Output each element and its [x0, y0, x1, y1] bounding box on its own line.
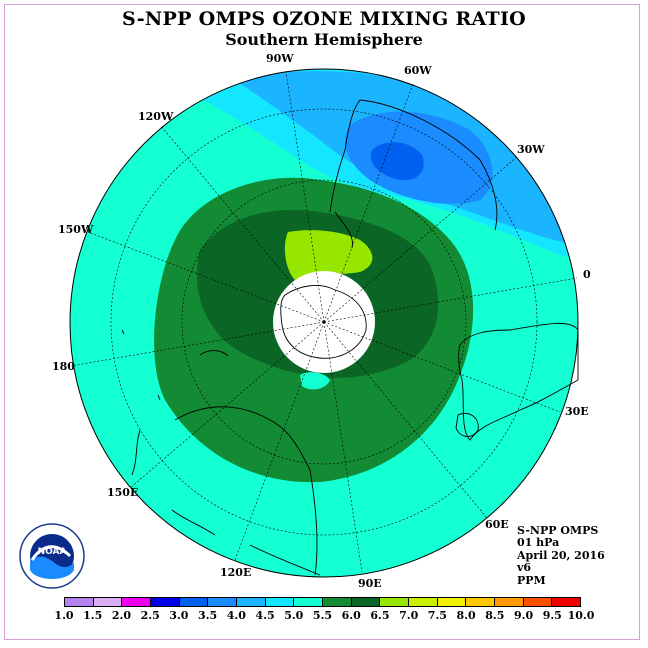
colorbar-tick-label: 1.0	[54, 609, 74, 622]
colorbar-swatch	[351, 598, 381, 606]
lon-label-90w: 90W	[266, 52, 294, 65]
colorbar-swatch	[323, 598, 352, 606]
lon-label-0: 0	[583, 268, 591, 281]
ozone-band-2.5-3.0	[370, 142, 424, 181]
info-version: v6	[517, 561, 532, 575]
colorbar-tick-label: 9.0	[513, 609, 534, 622]
colorbar-swatch	[523, 598, 553, 606]
colorbar-tick-label: 7.0	[399, 609, 419, 622]
colorbar-tick-label: 2.0	[111, 609, 132, 622]
colorbar-swatch	[437, 598, 467, 606]
map-title: S-NPP OMPS OZONE MIXING RATIO	[121, 8, 527, 30]
colorbar	[64, 597, 581, 607]
colorbar-tick-label: 7.5	[427, 609, 447, 622]
colorbar-tick-label: 6.0	[341, 609, 361, 622]
lon-label-180: 180	[52, 360, 75, 373]
colorbar-tick-label: 5.0	[284, 609, 304, 622]
info-instrument: S-NPP OMPS	[517, 524, 599, 537]
map-border	[69, 68, 579, 578]
info-level: 01 hPa	[517, 536, 560, 550]
lon-label-90e: 90E	[358, 577, 382, 590]
colorbar-swatch	[122, 598, 152, 606]
colorbar-tick-label: 8.0	[456, 609, 476, 622]
colorbar-swatch	[265, 598, 295, 606]
lon-label-60e: 60E	[485, 518, 509, 531]
colorbar-tick-label: 2.5	[140, 609, 160, 622]
graticule	[70, 71, 578, 573]
colorbar-tick-label: 4.5	[255, 609, 275, 622]
colorbar-tick-label: 6.5	[370, 609, 390, 622]
colorbar-tick-label: 5.5	[312, 609, 333, 622]
colorbar-swatch	[179, 598, 209, 606]
info-unit: PPM	[517, 573, 546, 587]
colorbar-swatch	[237, 598, 266, 606]
colorbar-swatch	[65, 598, 94, 606]
colorbar-tick-label: 8.5	[485, 609, 505, 622]
map-info-block: S-NPP OMPS 01 hPa April 20, 2016 v6 PPM	[517, 524, 605, 587]
colorbar-tick-label: 10.0	[567, 609, 595, 622]
lon-label-30e: 30E	[565, 405, 589, 418]
map-subtitle: Southern Hemisphere	[225, 30, 423, 49]
colorbar-swatch	[151, 598, 180, 606]
lon-label-120e: 120E	[220, 566, 252, 579]
colorbar-tick-label: 3.0	[169, 609, 189, 622]
colorbar-swatch	[294, 598, 324, 606]
noaa-logo: NOAA	[19, 523, 85, 589]
noaa-logo-text: NOAA	[38, 547, 67, 557]
lon-label-150e: 150E	[107, 486, 139, 499]
south-pole-marker	[322, 320, 326, 324]
colorbar-swatch	[380, 598, 410, 606]
colorbar-tick-label: 3.5	[198, 609, 218, 622]
colorbar-tick-label: 1.5	[83, 609, 103, 622]
colorbar-swatch	[495, 598, 524, 606]
info-date: April 20, 2016	[517, 548, 605, 562]
colorbar-tick-label: 4.0	[226, 609, 246, 622]
figure-frame	[4, 4, 640, 640]
colorbar-swatch	[93, 598, 123, 606]
coastlines	[121, 99, 579, 576]
cyan-patch	[300, 372, 330, 390]
colorbar-tick-label: 9.5	[542, 609, 562, 622]
lon-label-150w: 150W	[58, 223, 94, 236]
lon-label-60w: 60W	[404, 64, 432, 77]
colorbar-swatch	[466, 598, 496, 606]
colorbar-swatch	[552, 598, 581, 606]
colorbar-swatch	[409, 598, 438, 606]
colorbar-ticks: 1.0 1.5 2.0 2.5 3.0 3.5 4.0 4.5 5.0 5.5 6.0 6.5 7.0 7…	[0, 609, 648, 623]
colorbar-swatch	[208, 598, 238, 606]
lon-label-120w: 120W	[138, 110, 174, 123]
lon-label-30w: 30W	[517, 143, 545, 156]
ozone-band-6.0-6.5	[284, 230, 373, 280]
